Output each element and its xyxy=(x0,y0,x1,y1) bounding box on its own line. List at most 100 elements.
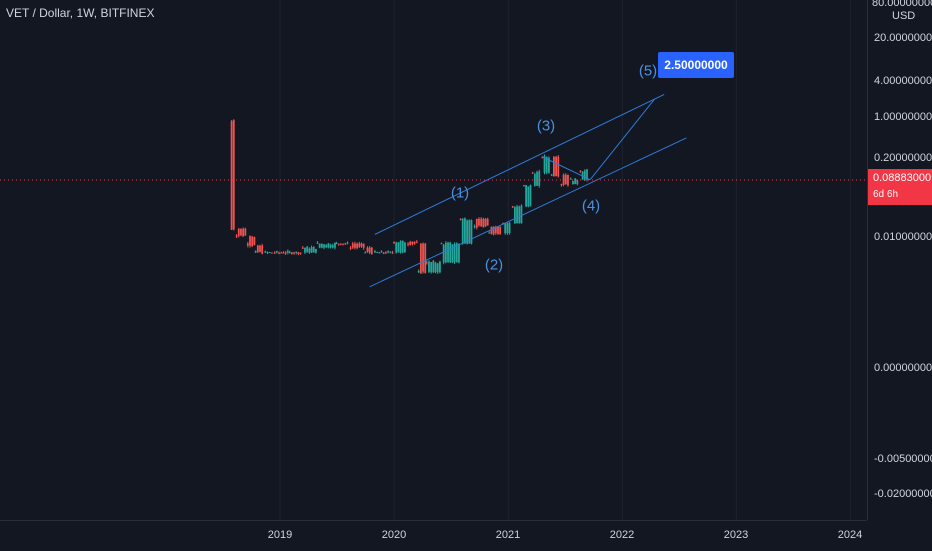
candle-body xyxy=(543,155,546,173)
candle-body xyxy=(470,220,473,244)
candle-body xyxy=(527,186,530,207)
candle-body xyxy=(555,156,557,177)
candle-body xyxy=(482,218,485,228)
candle-body xyxy=(576,180,579,185)
candle-body xyxy=(497,226,499,235)
candle-body xyxy=(417,270,420,273)
candle-body xyxy=(288,251,291,253)
grid xyxy=(279,0,851,520)
candle-body xyxy=(356,243,359,248)
time-tick: 2024 xyxy=(837,529,863,541)
candle-body xyxy=(280,252,283,254)
candle-body xyxy=(290,252,293,254)
candle-body xyxy=(244,228,247,236)
candle-body xyxy=(376,252,379,254)
candle-body xyxy=(323,244,325,248)
candle-body xyxy=(560,184,563,186)
candle-body xyxy=(259,245,261,252)
wave-label-5: (5) xyxy=(638,62,658,80)
candle-body xyxy=(449,242,452,263)
candle-body xyxy=(340,243,342,245)
candle-body xyxy=(533,174,536,186)
candle-body xyxy=(504,223,507,234)
candle-body xyxy=(354,243,356,248)
price-tick: -0.00500000 xyxy=(874,453,932,465)
candle-body xyxy=(334,242,336,248)
price-tick: -0.02000000 xyxy=(874,488,932,500)
candle-body xyxy=(268,252,271,254)
target-price-callout[interactable]: 2.50000000 xyxy=(658,52,734,78)
channel xyxy=(369,93,687,288)
candle-body xyxy=(325,244,328,248)
candle-body xyxy=(308,248,311,253)
candle-body xyxy=(397,242,400,253)
price-axis-unit: USD xyxy=(892,10,916,22)
candle-body xyxy=(538,171,541,186)
candle-body xyxy=(574,178,577,185)
price-axis-top-label: 80.00000000 xyxy=(872,0,932,9)
candle-body xyxy=(304,247,306,253)
candle-body xyxy=(232,120,235,230)
wave-4-5-projection xyxy=(589,98,656,180)
candle-body xyxy=(312,246,315,253)
candle-body xyxy=(564,174,567,185)
candle-body xyxy=(284,252,287,254)
candle-body xyxy=(282,252,285,254)
candle-body xyxy=(327,243,330,248)
candle-body xyxy=(249,236,251,246)
candle-body xyxy=(516,206,518,224)
candle-body xyxy=(513,207,516,224)
candle-body xyxy=(401,240,404,253)
channel-lower-line xyxy=(369,137,687,288)
candle-body xyxy=(318,243,321,248)
candle-body xyxy=(399,241,402,253)
candle-body xyxy=(366,247,369,252)
candle-body xyxy=(553,156,555,177)
candle-body xyxy=(499,226,502,235)
price-axis[interactable]: 80.00000000 USD 20.00000000 4.00000000 1… xyxy=(867,0,932,520)
candle-body xyxy=(451,244,454,263)
candle-body xyxy=(266,252,269,254)
candle-body xyxy=(306,246,309,253)
candle-body xyxy=(362,243,365,248)
wave-3-4-line xyxy=(542,156,591,181)
candle-body xyxy=(358,243,361,247)
candle-body xyxy=(256,245,259,253)
time-tick: 2022 xyxy=(609,529,635,541)
candle-body xyxy=(395,242,398,253)
candle-body xyxy=(434,262,437,273)
candle-body xyxy=(463,218,466,244)
candle-body xyxy=(242,228,245,237)
price-tick: 0.00000000 xyxy=(874,362,932,374)
candle-body xyxy=(370,247,373,254)
candles xyxy=(230,119,588,274)
symbol-title: VET / Dollar, 1W, BITFINEX xyxy=(6,6,155,20)
price-tick: 0.01000000 xyxy=(874,231,932,243)
candle-body xyxy=(273,252,276,254)
candle-body xyxy=(424,243,427,273)
candle-countdown: 6d 6h xyxy=(873,189,899,200)
time-axis[interactable]: 2019 2020 2021 2022 2023 2024 xyxy=(0,520,867,551)
candle-body xyxy=(579,170,582,172)
candle-body xyxy=(520,205,523,224)
candle-body xyxy=(425,262,428,264)
candle-body xyxy=(572,181,574,185)
candle-body xyxy=(488,232,491,234)
plot-area[interactable] xyxy=(0,0,867,520)
candle-body xyxy=(432,261,435,273)
candle-body xyxy=(320,243,323,248)
candle-body xyxy=(461,218,464,244)
candle-body xyxy=(387,251,389,253)
candle-body xyxy=(453,244,456,263)
candle-body xyxy=(344,243,347,245)
candle-body xyxy=(428,261,430,273)
candle-body xyxy=(567,174,569,186)
candle-body xyxy=(310,247,313,253)
candle-body xyxy=(411,241,414,245)
candle-body xyxy=(301,247,304,249)
candle-body xyxy=(391,252,394,254)
candle-body xyxy=(525,185,528,207)
price-tick: 4.00000000 xyxy=(874,75,932,87)
candle-body xyxy=(484,218,487,227)
candle-body xyxy=(550,174,553,176)
